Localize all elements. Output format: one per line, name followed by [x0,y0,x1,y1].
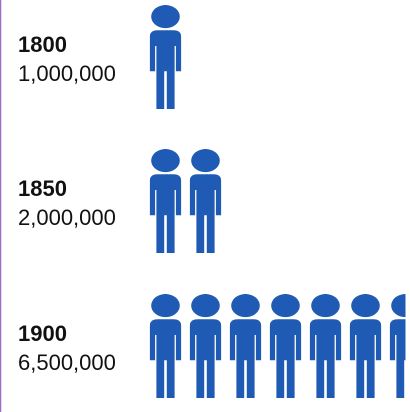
person-icon [189,149,222,253]
value-label: 2,000,000 [18,205,116,230]
year-label: 1900 [18,321,67,346]
person-icon [149,149,182,253]
person-icon [149,5,182,109]
person-icon [269,294,302,398]
person-icon [349,294,382,398]
person-icon [309,294,342,398]
value-label: 6,500,000 [18,350,116,375]
value-label: 1,000,000 [18,61,116,86]
person-icon [149,294,182,398]
person-icon [229,294,262,398]
year-label: 1800 [18,32,67,57]
person-icon [389,294,406,398]
year-label: 1850 [18,176,67,201]
person-icon [189,294,222,398]
